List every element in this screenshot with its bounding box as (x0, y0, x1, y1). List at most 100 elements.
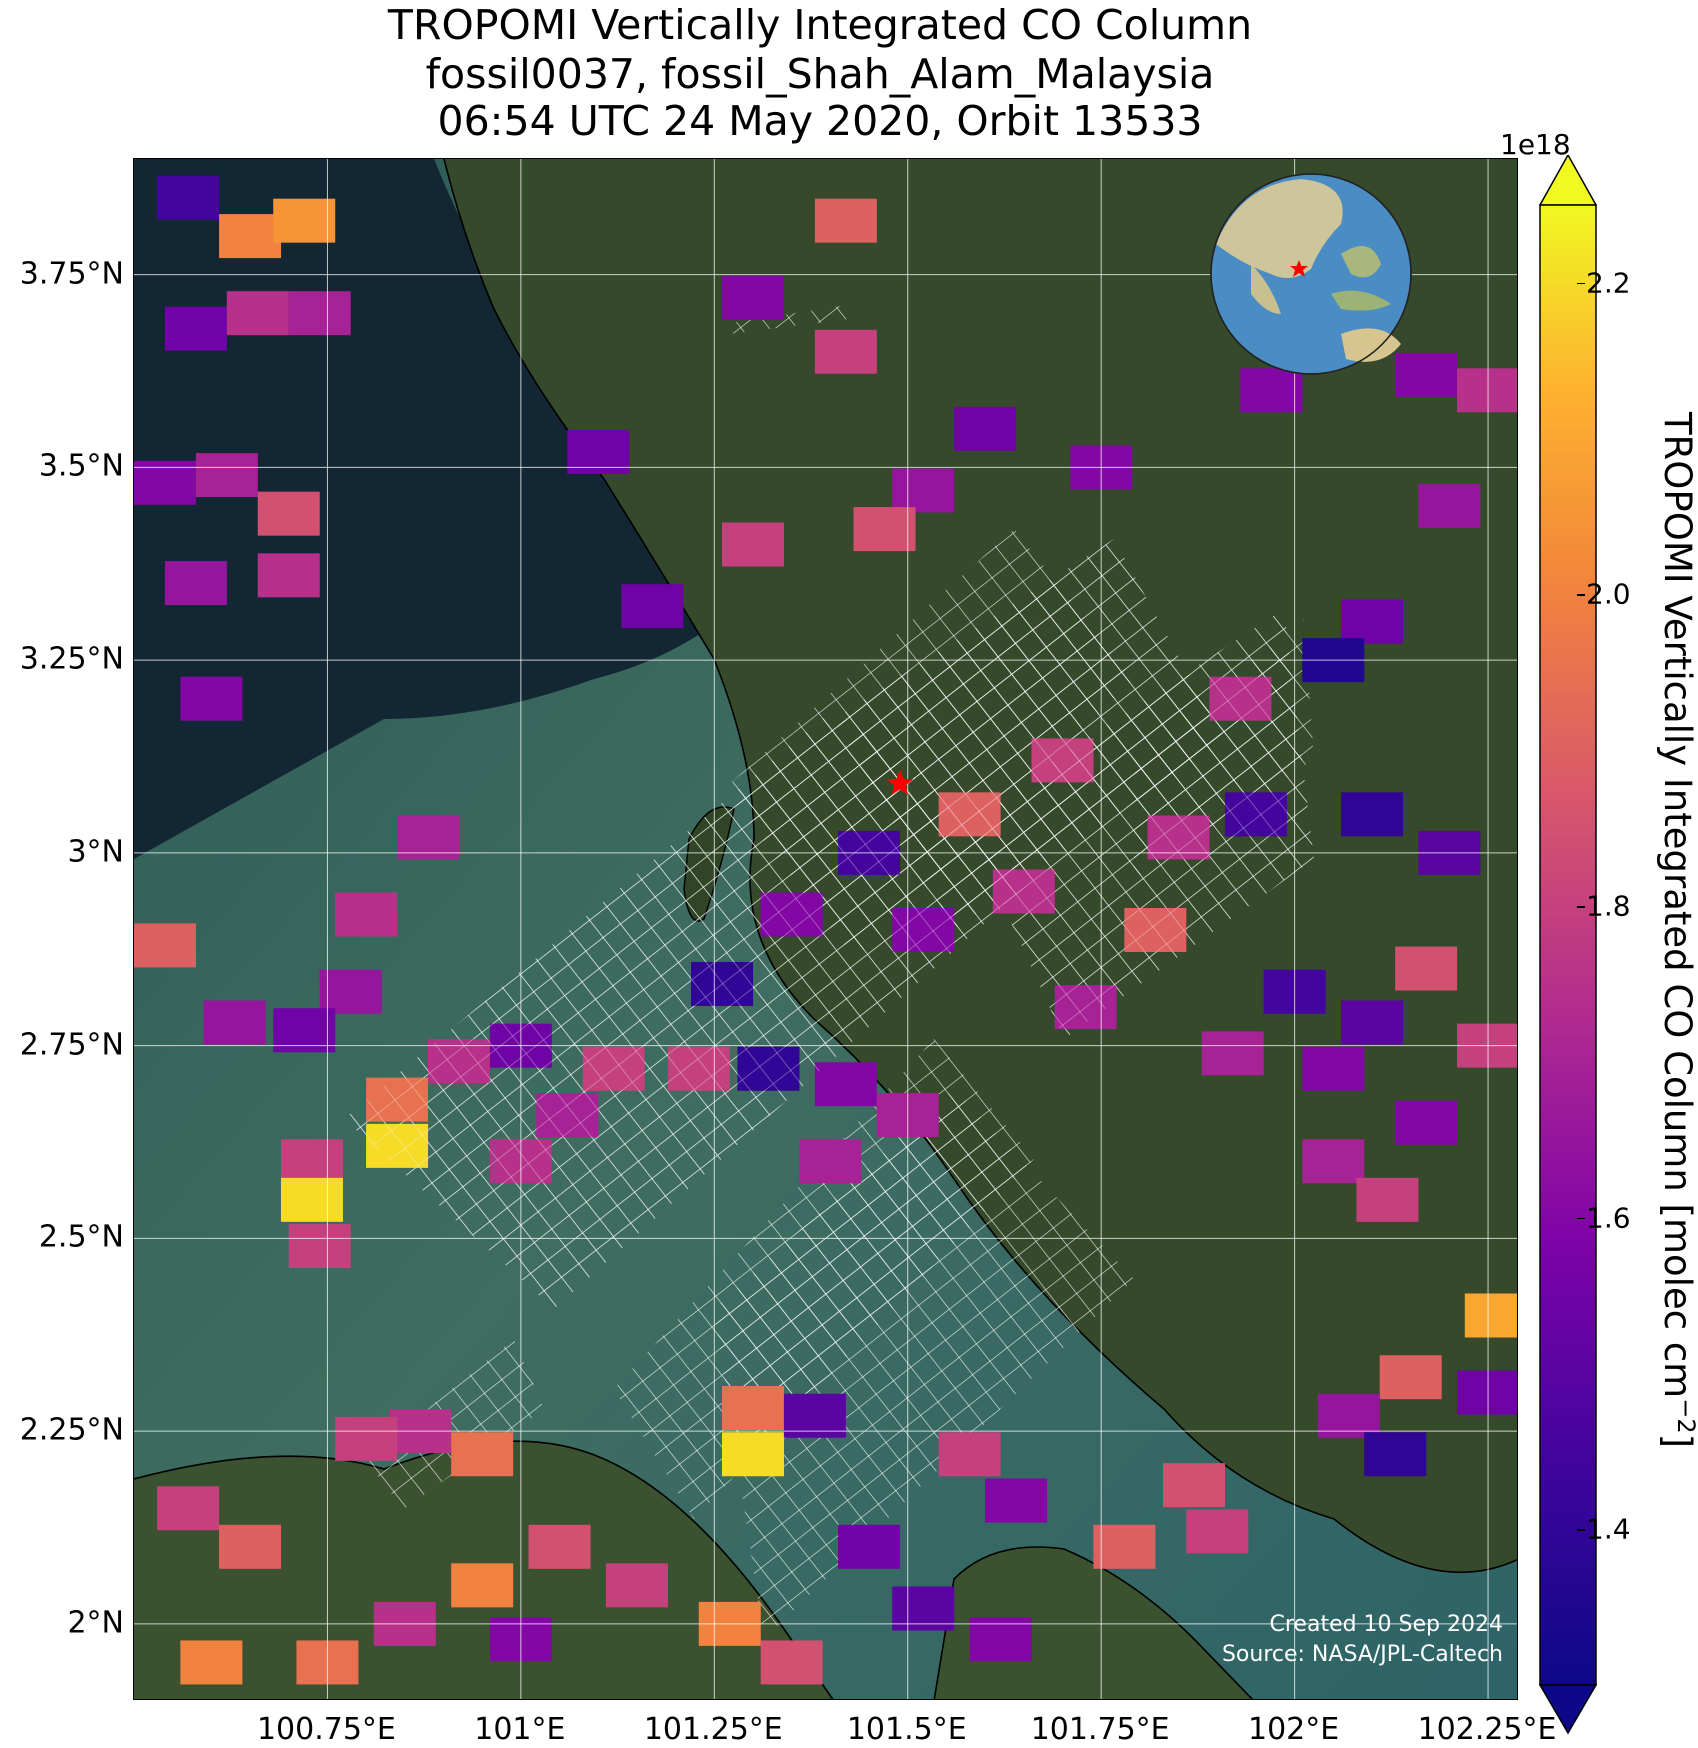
co-pixel (1340, 792, 1403, 837)
co-pixel (985, 1478, 1048, 1523)
co-pixel (195, 453, 258, 498)
co-pixel (853, 507, 916, 552)
co-pixel (954, 406, 1017, 451)
colorbar-tick-label: 1.4 (1586, 1512, 1631, 1546)
co-pixel (203, 1000, 266, 1045)
latitude-tick-label: 3.75°N (19, 256, 124, 292)
co-pixel (288, 1224, 351, 1269)
globe-site-star (1290, 260, 1308, 277)
map-title-line2: fossil0037, fossil_Shah_Alam_Malaysia (425, 50, 1215, 98)
latitude-tick-label: 3.25°N (19, 641, 124, 677)
co-pixel (226, 291, 289, 336)
co-pixel (567, 429, 630, 474)
colorbar-tick-label: 1.8 (1586, 889, 1631, 923)
co-pixel (621, 584, 684, 629)
co-pixel (273, 198, 336, 243)
co-pixel (280, 1177, 343, 1222)
colorbar-label: TROPOMI Vertically Integrated CO Column … (1655, 411, 1698, 1449)
star-icon (886, 769, 914, 795)
co-pixel (164, 561, 227, 606)
longitude-tick-label: 101.5°E (846, 1712, 967, 1747)
co-pixel (451, 1432, 514, 1477)
co-pixel (605, 1563, 668, 1608)
latitude-tick-label: 2.5°N (38, 1219, 124, 1255)
longitude-tick-label: 102°E (1248, 1712, 1340, 1747)
south-coastline (933, 1546, 1254, 1699)
co-pixel (1418, 483, 1481, 528)
co-pixel (1395, 1100, 1458, 1145)
co-pixel (799, 1139, 862, 1184)
co-pixel (219, 1524, 282, 1569)
co-pixel (134, 923, 196, 968)
latitude-tick-label: 3.5°N (38, 448, 124, 484)
co-pixel (273, 1008, 336, 1053)
map-title-line3: 06:54 UTC 24 May 2020, Orbit 13533 (437, 97, 1203, 145)
hatch-overlay (344, 539, 1314, 1309)
co-pixel (760, 1640, 823, 1685)
co-pixel (1395, 352, 1458, 397)
co-pixel (257, 491, 320, 536)
co-pixel (164, 306, 227, 351)
colorbar-tick-label: 1.6 (1586, 1201, 1631, 1235)
colorbar-tick-label: 2.2 (1586, 266, 1631, 300)
co-pixel (721, 522, 784, 567)
colorbar-tick-label: 2.0 (1586, 577, 1631, 611)
latitude-tick-label: 3°N (67, 834, 124, 870)
co-pixel (1186, 1509, 1249, 1554)
co-pixel (397, 815, 460, 860)
colorbar-tick-mark (1577, 594, 1585, 596)
colorbar-scale-label: 1e18 (1500, 128, 1571, 161)
co-pixel (1093, 1524, 1156, 1569)
co-pixel (1395, 946, 1458, 991)
site-marker (886, 769, 914, 795)
longitude-tick-label: 101.25°E (643, 1712, 783, 1747)
co-pixel (1364, 1432, 1427, 1477)
co-pixel (1340, 1000, 1403, 1045)
latitude-tick-label: 2.75°N (19, 1027, 124, 1063)
co-pixel (1340, 599, 1403, 644)
longitude-tick-label: 101°E (474, 1712, 566, 1747)
co-pixel (180, 1640, 243, 1685)
co-pixel (335, 1416, 398, 1461)
co-pixel (319, 969, 382, 1014)
co-pixel (451, 1563, 514, 1608)
co-pixel (1240, 368, 1303, 413)
longitude-tick-label: 100.75°E (256, 1712, 396, 1747)
longitude-tick-label: 101.75°E (1030, 1712, 1170, 1747)
colorbar-tick-mark (1577, 1217, 1585, 1220)
co-pixel (288, 291, 351, 336)
latitude-tick-label: 2°N (67, 1605, 124, 1641)
map-canvas (134, 159, 1517, 1699)
co-pixel (280, 1139, 343, 1184)
map-plot-area[interactable]: Created 10 Sep 2024 Source: NASA/JPL-Cal… (133, 158, 1518, 1700)
co-pixel (721, 275, 784, 320)
co-pixel (1457, 1370, 1517, 1415)
co-pixel (180, 676, 243, 721)
co-pixel (219, 214, 282, 259)
co-pixel (721, 1386, 784, 1431)
map-title-line1: TROPOMI Vertically Integrated CO Column (387, 1, 1253, 49)
co-pixel (1379, 1355, 1442, 1400)
co-pixel (814, 1062, 877, 1107)
co-pixel (157, 1486, 220, 1531)
co-pixel (1201, 1031, 1264, 1076)
co-pixel (1302, 1046, 1365, 1091)
co-pixel (892, 468, 955, 513)
colorbar (1538, 153, 1598, 1735)
co-pixel (1317, 1393, 1380, 1438)
co-pixel (1464, 1293, 1517, 1338)
inset-globe (1210, 173, 1412, 375)
co-pixel (783, 1393, 846, 1438)
credit-date: Created 10 Sep 2024 (1269, 1612, 1504, 1637)
co-pixel (838, 1524, 901, 1569)
co-pixel (528, 1524, 591, 1569)
co-pixel (335, 892, 398, 937)
co-pixel (1163, 1463, 1226, 1508)
colorbar-tick-mark (1577, 1529, 1585, 1531)
longitude-tick-label: 102.25°E (1417, 1712, 1557, 1747)
co-pixel (1356, 1177, 1419, 1222)
latitude-tick-label: 2.25°N (19, 1412, 124, 1448)
co-pixel (1457, 368, 1517, 413)
co-pixel (157, 175, 220, 220)
colorbar-tick-mark (1577, 906, 1585, 908)
